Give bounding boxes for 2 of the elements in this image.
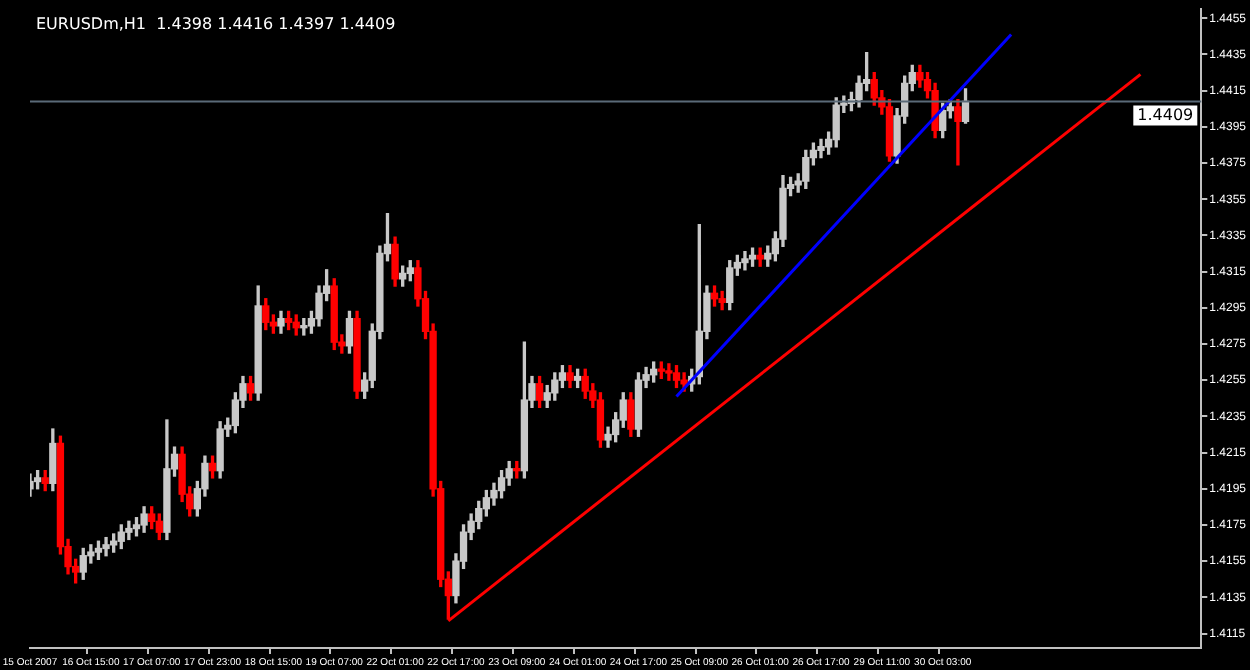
chart-title: EURUSDm,H1 1.4398 1.4416 1.4397 1.4409 xyxy=(36,15,396,34)
ref-line-label: 1.4409 xyxy=(1137,105,1194,124)
